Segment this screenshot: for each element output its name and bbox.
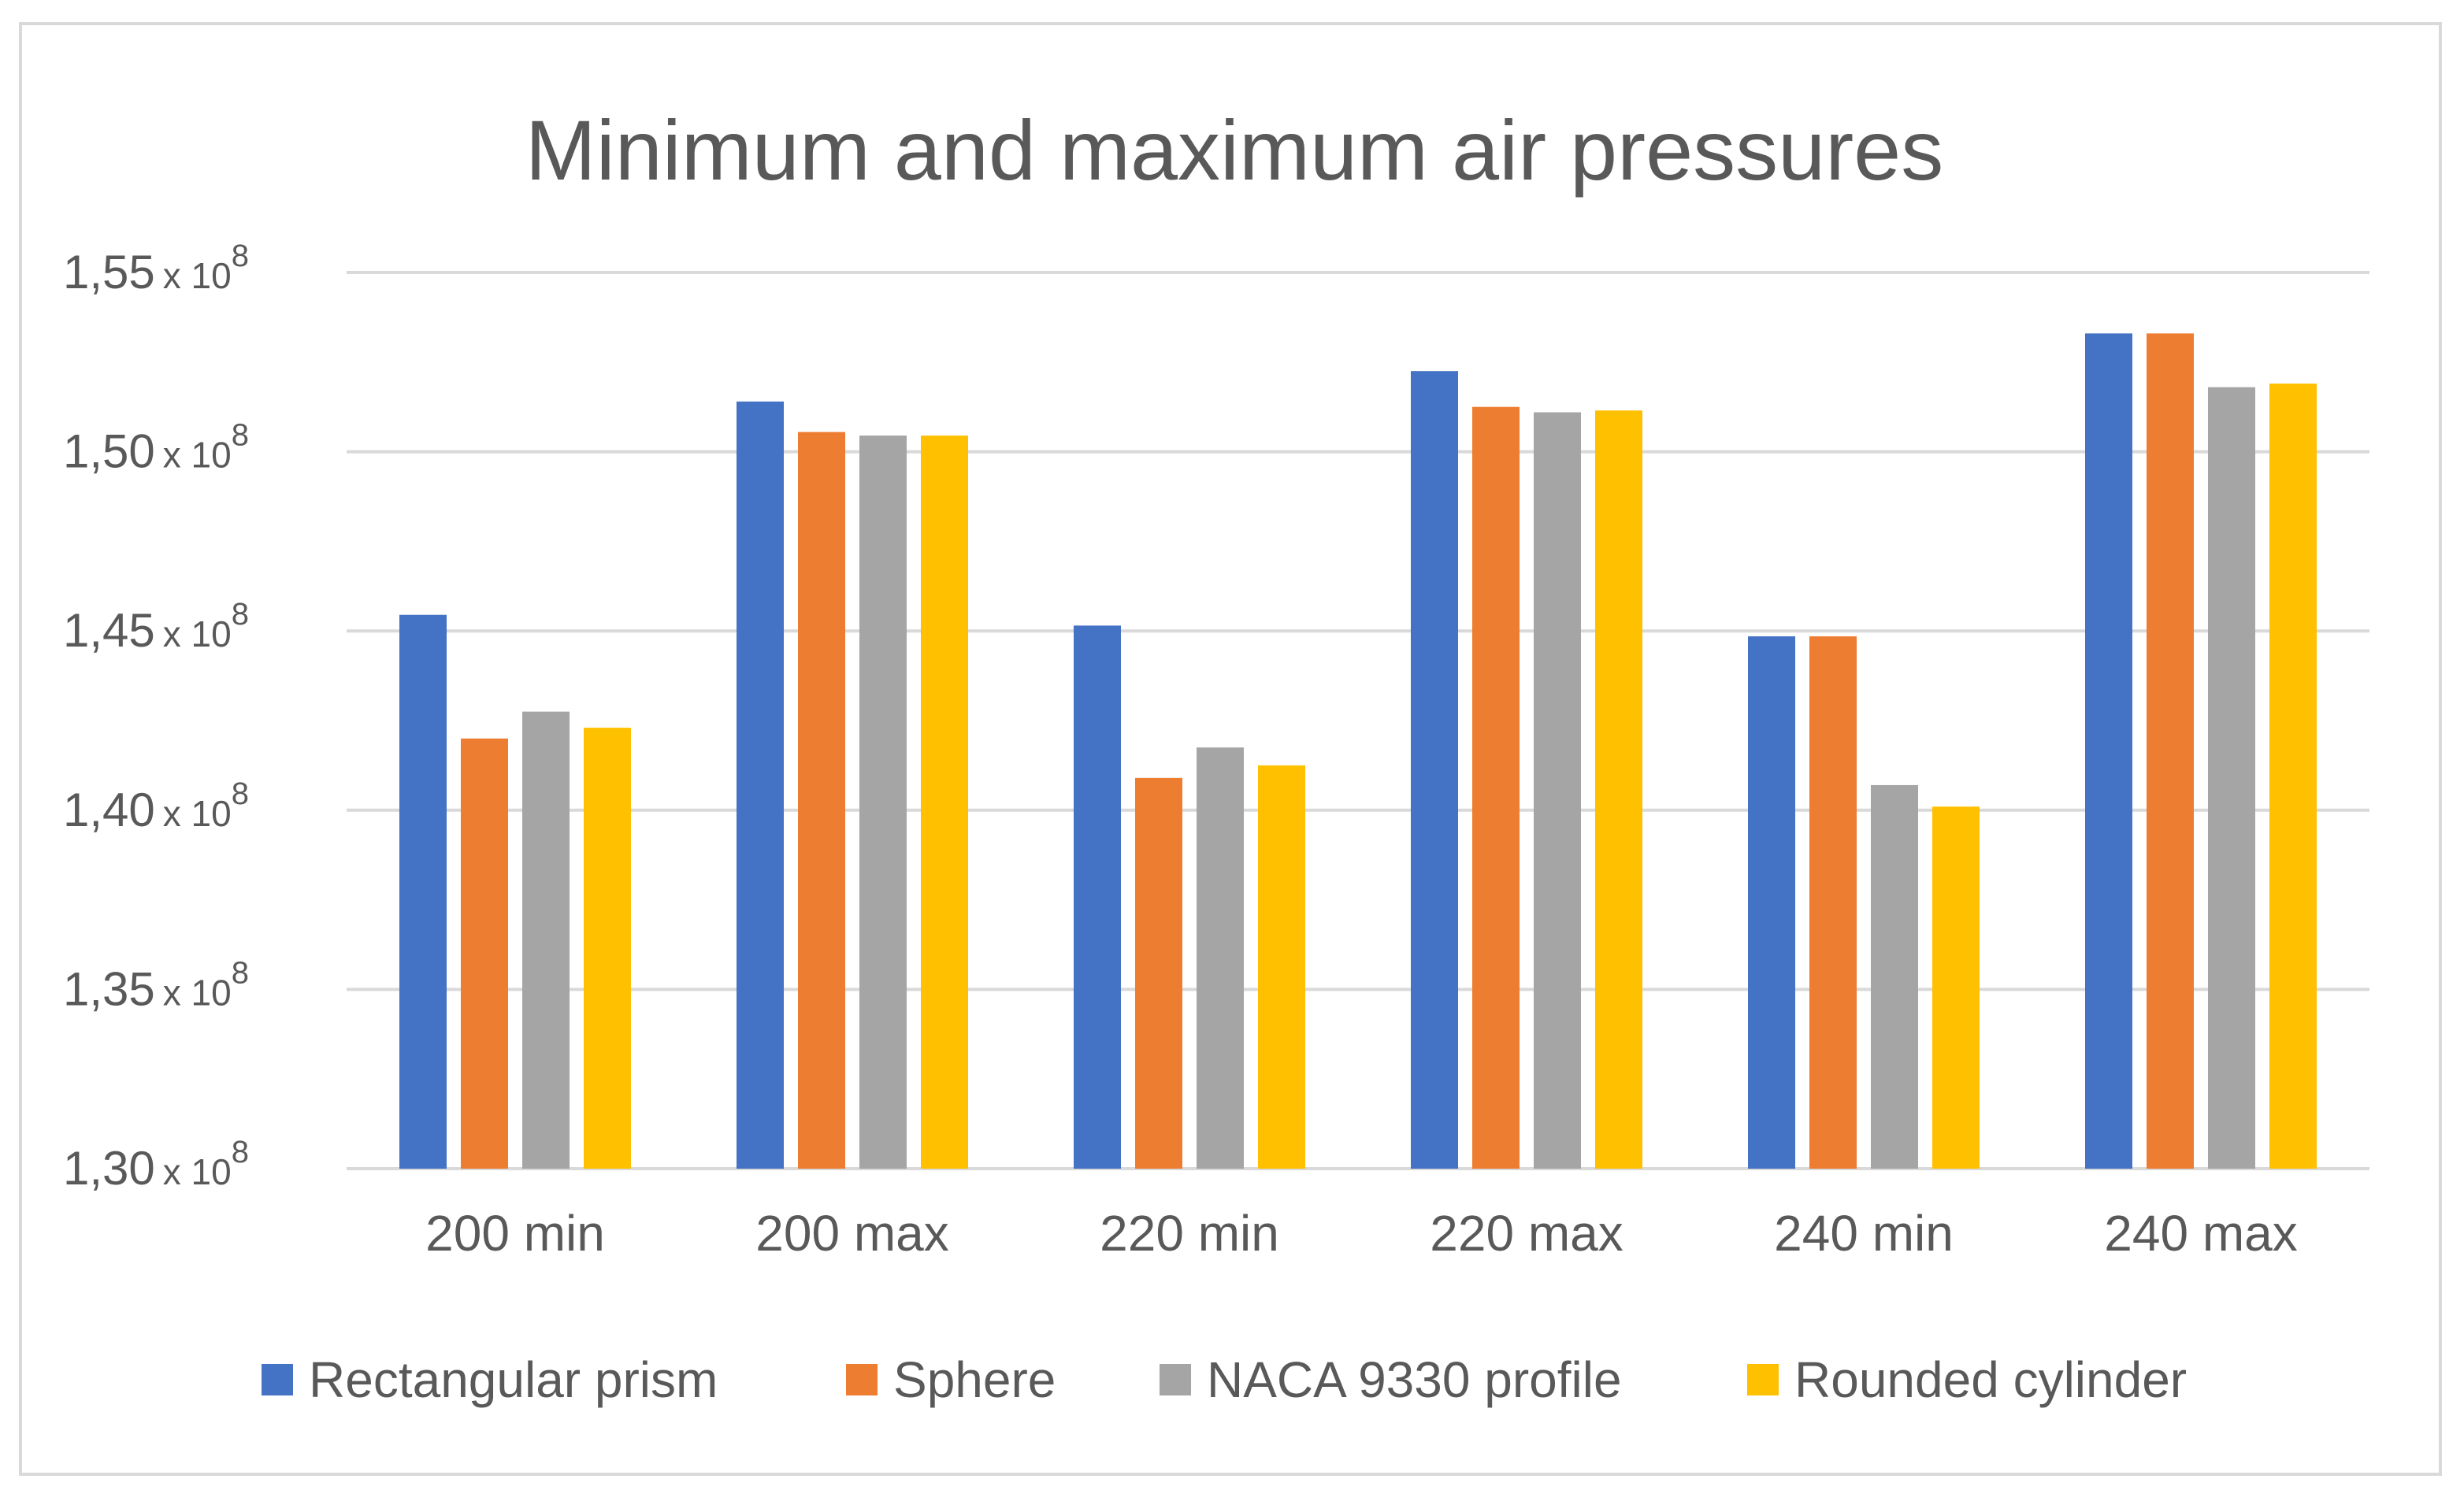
bar-rounded-cylinder-240-max xyxy=(2269,384,2317,1169)
y-tick-times: x 10 xyxy=(163,435,232,476)
gridlines xyxy=(347,271,2369,1170)
y-tick-mantissa: 1,45 xyxy=(63,604,155,657)
y-tick-times: x 10 xyxy=(163,793,232,834)
bar-rectangular-prism-240-max xyxy=(2085,333,2132,1169)
bar-rectangular-prism-220-max xyxy=(1411,371,1458,1169)
legend-swatch xyxy=(262,1364,293,1395)
bar-sphere-220-max xyxy=(1472,406,1520,1169)
y-tick-exponent: 8 xyxy=(232,597,249,632)
y-tick-exponent: 8 xyxy=(232,418,249,453)
bar-naca-9330-profile-220-min xyxy=(1197,747,1244,1169)
y-tick-exponent: 8 xyxy=(232,1135,249,1169)
bar-rounded-cylinder-200-min xyxy=(584,728,631,1169)
y-tick-label: 1,45 x 108 xyxy=(63,597,249,657)
bar-naca-9330-profile-200-max xyxy=(859,435,907,1169)
y-tick-exponent: 8 xyxy=(232,776,249,811)
y-tick-exponent: 8 xyxy=(232,239,249,273)
bar-rounded-cylinder-220-max xyxy=(1595,410,1642,1169)
bar-sphere-240-max xyxy=(2147,333,2194,1169)
y-tick-times: x 10 xyxy=(163,613,232,654)
x-category-label: 220 max xyxy=(1430,1205,1623,1262)
x-axis-category-labels: 200 min 200 max 220 min 220 max 240 min 240 m… xyxy=(425,1205,2298,1262)
x-category-label: 200 max xyxy=(755,1205,948,1262)
bar-rounded-cylinder-220-min xyxy=(1258,765,1305,1169)
x-category-label: 220 min xyxy=(1100,1205,1279,1262)
y-tick-label: 1,35 x 108 xyxy=(63,955,249,1015)
legend-label: Sphere xyxy=(893,1351,1056,1408)
y-tick-times: x 10 xyxy=(163,255,232,296)
chart-title: Minimum and maximum air pressures xyxy=(525,102,1943,198)
legend-label: Rectangular prism xyxy=(309,1351,718,1408)
y-tick-mantissa: 1,40 xyxy=(63,784,155,836)
legend-swatch xyxy=(846,1364,878,1395)
bar-sphere-240-min xyxy=(1809,636,1857,1169)
y-tick-mantissa: 1,35 xyxy=(63,962,155,1015)
bar-rectangular-prism-240-min xyxy=(1748,636,1795,1169)
bars xyxy=(399,333,2317,1169)
bar-naca-9330-profile-220-max xyxy=(1534,412,1581,1169)
bar-sphere-200-min xyxy=(461,738,508,1169)
bar-rectangular-prism-220-min xyxy=(1074,625,1121,1169)
y-tick-label: 1,55 x 108 xyxy=(63,239,249,298)
y-tick-mantissa: 1,50 xyxy=(63,425,155,478)
y-tick-mantissa: 1,30 xyxy=(63,1142,155,1195)
y-tick-exponent: 8 xyxy=(232,955,249,990)
bar-rectangular-prism-200-min xyxy=(399,614,447,1169)
bar-naca-9330-profile-200-min xyxy=(522,711,570,1169)
legend-swatch xyxy=(1747,1364,1779,1395)
y-tick-label: 1,30 x 108 xyxy=(63,1135,249,1195)
y-tick-label: 1,40 x 108 xyxy=(63,776,249,836)
y-tick-times: x 10 xyxy=(163,972,232,1013)
legend-swatch xyxy=(1160,1364,1191,1395)
x-category-label: 200 min xyxy=(425,1205,605,1262)
x-category-label: 240 max xyxy=(2104,1205,2297,1262)
y-tick-times: x 10 xyxy=(163,1151,232,1192)
legend: Rectangular prism Sphere NACA 9330 profile… xyxy=(262,1351,2187,1408)
bar-naca-9330-profile-240-min xyxy=(1871,784,1918,1169)
y-tick-label: 1,50 x 108 xyxy=(63,418,249,478)
legend-label: Rounded cylinder xyxy=(1794,1351,2187,1408)
chart-svg: Minimum and maximum air pressures 1,30 x … xyxy=(63,102,2369,1408)
bar-rectangular-prism-200-max xyxy=(737,401,784,1169)
bar-naca-9330-profile-240-max xyxy=(2208,387,2255,1169)
bar-rounded-cylinder-240-min xyxy=(1932,806,1980,1169)
y-tick-mantissa: 1,55 xyxy=(63,246,155,298)
bar-sphere-200-max xyxy=(798,432,845,1169)
bar-sphere-220-min xyxy=(1135,777,1182,1169)
bar-rounded-cylinder-200-max xyxy=(921,435,968,1169)
chart-frame: Minimum and maximum air pressures 1,30 x … xyxy=(19,22,2442,1476)
x-category-label: 240 min xyxy=(1774,1205,1954,1262)
legend-label: NACA 9330 profile xyxy=(1207,1351,1622,1408)
